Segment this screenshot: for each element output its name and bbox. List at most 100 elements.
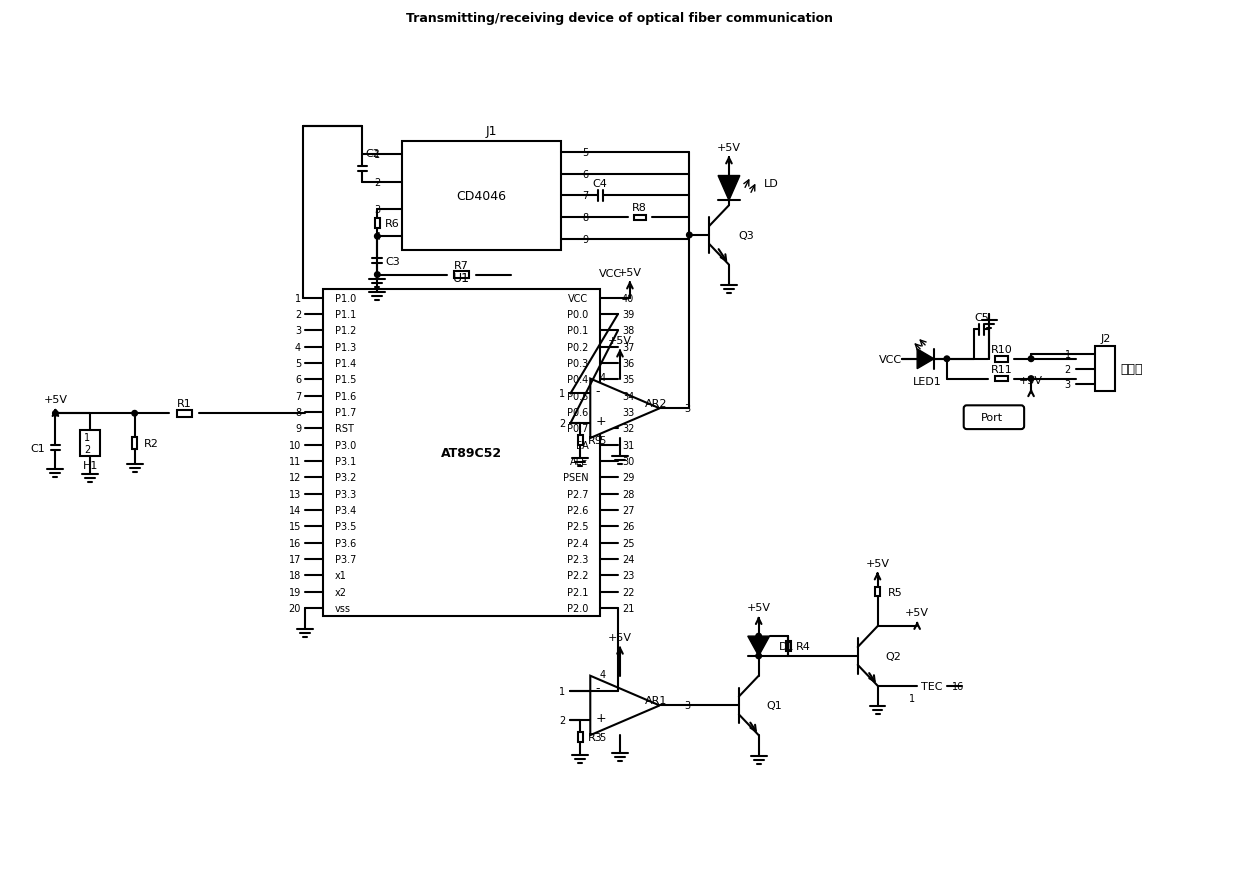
Text: 1: 1 — [295, 293, 301, 303]
Text: D1: D1 — [779, 641, 794, 651]
Bar — [376, 219, 379, 228]
Text: 1: 1 — [84, 433, 91, 443]
Text: R2: R2 — [144, 438, 159, 449]
Text: P3.2: P3.2 — [335, 473, 356, 483]
Circle shape — [374, 272, 381, 278]
Text: LED1: LED1 — [913, 376, 941, 386]
Text: 27: 27 — [622, 506, 635, 515]
Text: +5V: +5V — [608, 335, 632, 346]
Bar — [454, 272, 469, 278]
Text: C1: C1 — [31, 443, 46, 453]
Polygon shape — [718, 176, 740, 201]
Polygon shape — [590, 379, 660, 438]
Text: VCC: VCC — [879, 355, 903, 364]
Text: 16: 16 — [952, 680, 963, 691]
Text: 2: 2 — [559, 716, 565, 725]
Text: P1.3: P1.3 — [335, 342, 356, 352]
Text: 5: 5 — [599, 435, 605, 445]
Text: vss: vss — [335, 603, 351, 614]
Text: 16: 16 — [289, 538, 301, 548]
Text: 4: 4 — [295, 342, 301, 352]
Text: +5V: +5V — [608, 632, 632, 643]
Text: +5V: +5V — [1019, 375, 1043, 385]
Text: 2: 2 — [295, 310, 301, 320]
Text: P0.0: P0.0 — [567, 310, 588, 320]
Text: P2.4: P2.4 — [567, 538, 588, 548]
Text: 9: 9 — [295, 424, 301, 434]
Text: +5V: +5V — [618, 268, 642, 277]
Text: 1: 1 — [559, 686, 565, 695]
Text: AR1: AR1 — [645, 695, 667, 706]
Text: 20: 20 — [289, 603, 301, 614]
Text: TEC: TEC — [921, 680, 942, 691]
Text: P3.3: P3.3 — [335, 489, 356, 500]
Text: R11: R11 — [991, 364, 1012, 374]
Text: P0.4: P0.4 — [567, 375, 588, 385]
Text: 28: 28 — [622, 489, 635, 500]
Circle shape — [687, 233, 692, 239]
Text: J1: J1 — [486, 126, 497, 139]
Text: 7: 7 — [583, 191, 589, 201]
Circle shape — [52, 411, 58, 416]
Text: 38: 38 — [622, 326, 634, 336]
Text: 10: 10 — [289, 440, 301, 450]
Text: 5: 5 — [295, 358, 301, 369]
Text: P0.2: P0.2 — [567, 342, 588, 352]
Circle shape — [1028, 377, 1034, 382]
Text: 8: 8 — [295, 407, 301, 418]
Text: R6: R6 — [386, 219, 401, 228]
Text: P0.3: P0.3 — [567, 358, 588, 369]
Text: J2: J2 — [1100, 334, 1111, 344]
Text: LD: LD — [764, 179, 779, 189]
Text: 26: 26 — [622, 522, 635, 532]
Text: U1: U1 — [453, 271, 470, 284]
Text: P0.6: P0.6 — [567, 407, 588, 418]
Circle shape — [944, 356, 950, 362]
Text: P3.0: P3.0 — [335, 440, 356, 450]
Text: 23: 23 — [622, 571, 635, 580]
Text: C3: C3 — [386, 256, 401, 267]
Circle shape — [756, 653, 761, 659]
Bar — [578, 732, 583, 742]
Text: P3.7: P3.7 — [335, 555, 356, 565]
Polygon shape — [748, 637, 770, 656]
Text: 14: 14 — [289, 506, 301, 515]
Text: P1.5: P1.5 — [335, 375, 356, 385]
Text: 22: 22 — [622, 587, 635, 597]
Text: 17: 17 — [289, 555, 301, 565]
Text: CD4046: CD4046 — [456, 190, 506, 203]
Text: R4: R4 — [796, 641, 811, 651]
Polygon shape — [918, 349, 934, 370]
Bar — [994, 377, 1008, 382]
Text: -: - — [595, 385, 600, 398]
Text: P1.1: P1.1 — [335, 310, 356, 320]
Text: P2.2: P2.2 — [567, 571, 588, 580]
Text: 3: 3 — [1065, 379, 1070, 389]
Polygon shape — [590, 676, 660, 735]
Text: 1: 1 — [559, 389, 565, 399]
Text: 5: 5 — [583, 148, 589, 157]
Text: PSEN: PSEN — [563, 473, 588, 483]
Text: 4: 4 — [599, 669, 605, 679]
Text: P2.0: P2.0 — [567, 603, 588, 614]
Text: RST: RST — [335, 424, 353, 434]
Text: 24: 24 — [622, 555, 635, 565]
Bar — [177, 411, 192, 417]
Text: Transmitting/receiving device of optical fiber communication: Transmitting/receiving device of optical… — [407, 11, 833, 25]
Text: 2: 2 — [374, 177, 381, 188]
Text: +5V: +5V — [905, 608, 929, 617]
Circle shape — [374, 234, 381, 240]
Text: R5: R5 — [888, 587, 903, 597]
Text: 39: 39 — [622, 310, 634, 320]
Text: P2.6: P2.6 — [567, 506, 588, 515]
Bar — [786, 641, 791, 651]
Text: 11: 11 — [289, 457, 301, 466]
Circle shape — [756, 634, 761, 639]
Circle shape — [131, 411, 138, 416]
Text: P2.3: P2.3 — [567, 555, 588, 565]
Text: P2.1: P2.1 — [567, 587, 588, 597]
Bar — [578, 435, 583, 445]
Text: 33: 33 — [622, 407, 634, 418]
Text: 2: 2 — [1064, 364, 1070, 374]
Text: P1.6: P1.6 — [335, 392, 356, 401]
